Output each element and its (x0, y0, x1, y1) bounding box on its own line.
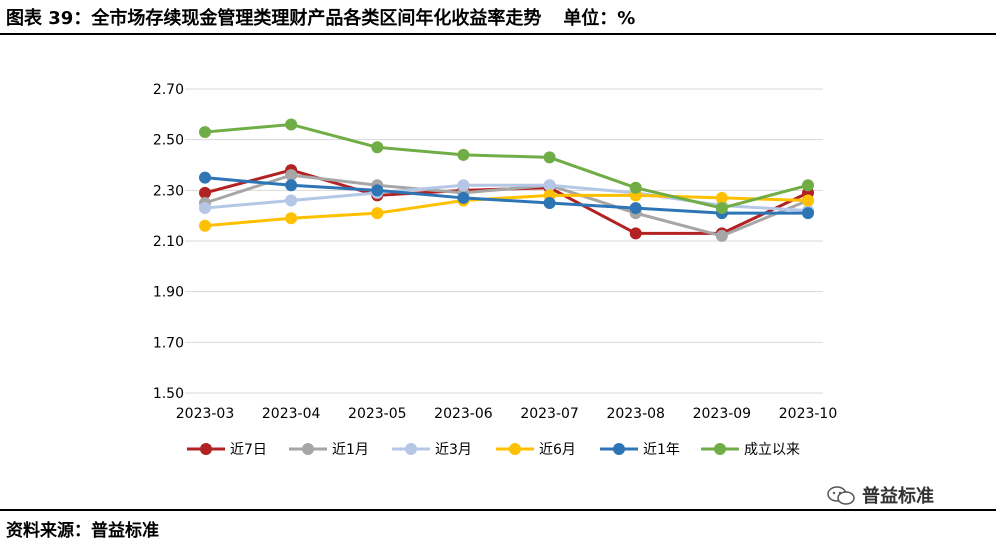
y-tick-label: 2.30 (153, 183, 184, 199)
data-point (543, 151, 556, 164)
data-point (629, 227, 642, 240)
legend-marker (302, 443, 314, 455)
legend-item: 近3月 (392, 442, 472, 458)
x-tick-label: 2023-09 (693, 406, 752, 422)
grid-lines (185, 88, 823, 394)
unit-label: 单位：% (563, 8, 636, 29)
legend-label: 近3月 (435, 442, 472, 458)
chart-title: 图表 39：全市场存续现金管理类理财产品各类区间年化收益率走势 单位：% (6, 4, 635, 30)
data-point (543, 179, 556, 192)
data-point (371, 141, 384, 154)
data-point (802, 207, 814, 220)
legend-marker (613, 443, 625, 455)
x-axis-ticks: 2023-03 2023-04 2023-05 2023-06 2023-07 2023-… (176, 406, 838, 422)
y-tick-label: 2.10 (153, 234, 184, 250)
series-group (199, 118, 814, 242)
legend-marker (200, 443, 212, 455)
y-tick-label: 1.50 (153, 386, 184, 402)
legend-label: 近6月 (539, 442, 576, 458)
data-point (285, 194, 298, 207)
line-chart: 2.702.502.302.101.901.701.50 2023-03 2023… (153, 82, 838, 458)
legend-item: 近1年 (600, 442, 680, 458)
series-line (204, 193, 809, 228)
data-point (285, 212, 298, 225)
data-point (629, 181, 642, 194)
series-line (204, 173, 809, 238)
x-tick-label: 2023-07 (520, 406, 579, 422)
data-point (715, 229, 728, 242)
x-tick-label: 2023-10 (779, 406, 838, 422)
watermark: 普益标准 (826, 482, 934, 508)
series-line (204, 176, 808, 215)
data-point (715, 202, 728, 215)
data-point (371, 207, 384, 220)
legend-item: 近6月 (496, 442, 576, 458)
bottom-rule (0, 509, 996, 511)
series-line (204, 122, 809, 210)
data-point (457, 179, 470, 192)
y-tick-label: 1.70 (153, 335, 184, 351)
data-point (629, 202, 642, 215)
source-note: 资料来源：普益标准 (6, 521, 159, 541)
data-point (371, 184, 384, 197)
y-tick-label: 2.50 (153, 133, 184, 149)
data-point (199, 186, 211, 199)
x-tick-label: 2023-04 (262, 406, 321, 422)
legend-label: 近1年 (643, 442, 680, 458)
legend-label: 近7日 (230, 442, 267, 458)
data-point (199, 171, 211, 184)
data-point (802, 179, 814, 192)
y-tick-label: 1.90 (153, 285, 184, 301)
legend-marker (405, 443, 417, 455)
watermark-text: 普益标准 (862, 486, 934, 507)
data-point (802, 194, 814, 207)
legend-label: 近1月 (332, 442, 369, 458)
y-axis-ticks: 2.70 2.50 2.30 2.10 1.90 1.70 1.50 (153, 82, 184, 402)
x-tick-label: 2023-05 (348, 406, 407, 422)
data-point (715, 191, 728, 204)
x-tick-label: 2023-03 (176, 406, 235, 422)
legend-marker (509, 443, 521, 455)
data-point (199, 202, 211, 215)
x-tick-label: 2023-08 (606, 406, 665, 422)
legend-marker (714, 443, 726, 455)
legend: 近7日 近1月 近3月 近6月 近1年 成立以来 (187, 442, 800, 458)
data-point (199, 219, 211, 232)
data-point (285, 179, 298, 192)
data-point (457, 191, 470, 204)
title-text: 图表 39：全市场存续现金管理类理财产品各类区间年化收益率走势 (6, 8, 542, 29)
data-point (543, 197, 556, 209)
series-5 (199, 118, 814, 215)
data-point (285, 118, 298, 131)
wechat-icon (827, 486, 855, 505)
legend-item: 近1月 (289, 442, 369, 458)
data-point (285, 169, 298, 182)
data-point (199, 126, 211, 139)
legend-item: 近7日 (187, 442, 267, 458)
top-rule (0, 33, 996, 35)
x-tick-label: 2023-06 (434, 406, 493, 422)
legend-label: 成立以来 (744, 442, 800, 458)
y-tick-label: 2.70 (153, 82, 184, 98)
data-point (457, 148, 470, 161)
legend-item: 成立以来 (701, 442, 800, 458)
